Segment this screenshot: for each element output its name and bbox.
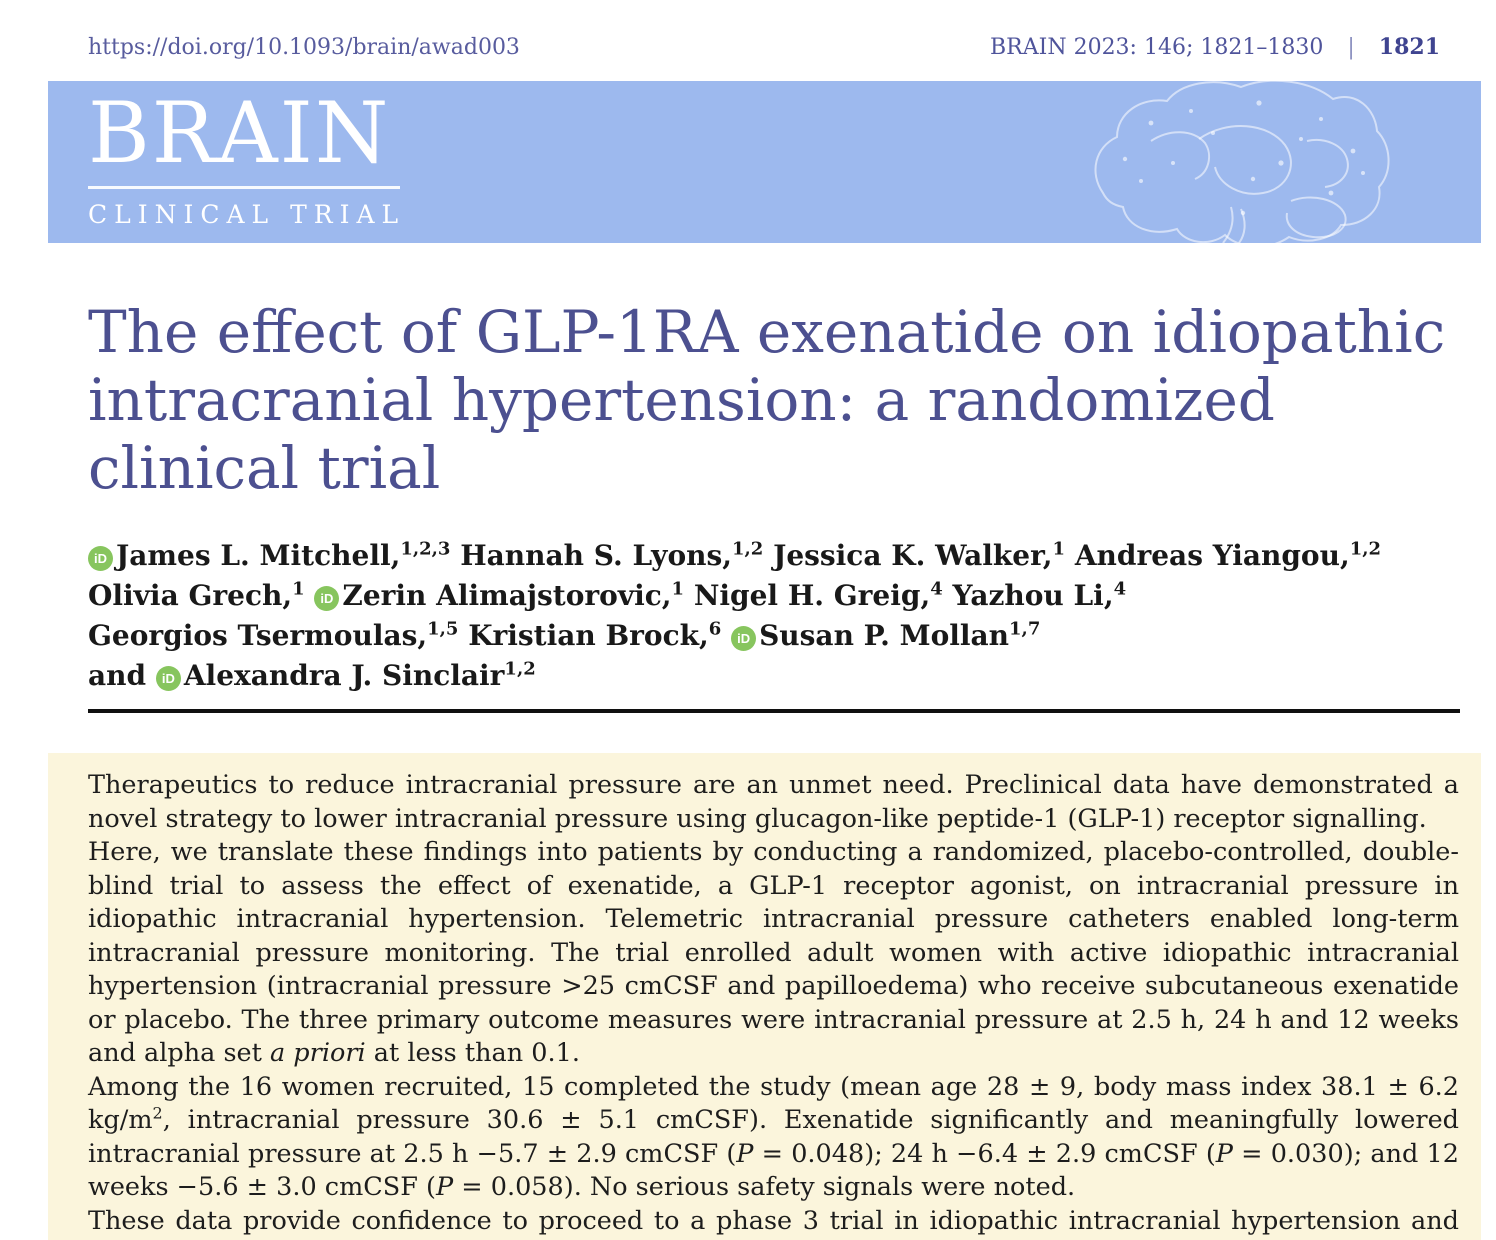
title-divider [88,709,1460,713]
brain-illustration [1094,81,1390,243]
author-name: Yazhou Li, [952,579,1114,612]
author-affiliation-superscript: 6 [708,618,722,640]
author-affiliation-superscript: 4 [930,578,943,600]
author-affiliation-superscript: 1 [671,578,685,600]
abstract-paragraph: These data provide confidence to proceed… [88,1205,1459,1240]
author-name: James L. Mitchell, [116,539,401,572]
author-affiliation-superscript: 1,7 [1009,618,1041,640]
article-title-line: clinical trial [88,434,441,502]
author-line: Georgios Tsermoulas,1,5 Kristian Brock,6… [88,616,1483,656]
author-affiliation-superscript: 4 [1113,578,1127,600]
author-name: Olivia Grech, [88,579,293,612]
orcid-icon[interactable]: iD [88,546,113,571]
author-name: Kristian Brock, [468,619,709,652]
abstract-paragraph: Therapeutics to reduce intracranial pres… [88,770,1459,834]
journal-logo: BRAIN CLINICAL TRIAL [88,85,405,229]
author-name: Alexandra J. Sinclair [183,659,505,692]
author-name: Zerin Alimajstorovic, [342,579,672,612]
logo-divider [88,186,400,189]
abstract-paragraph: Among the 16 women recruited, 15 complet… [88,1071,1459,1203]
author-line: and iD Alexandra J. Sinclair1,2 [88,656,1483,696]
author-affiliation-superscript: 1,2 [732,538,764,560]
journal-banner: BRAIN CLINICAL TRIAL [48,81,1481,243]
header-separator: | [1347,35,1355,60]
author-name: Andreas Yiangou, [1074,539,1350,572]
abstract-text: Therapeutics to reduce intracranial pres… [88,769,1459,1240]
author-name: Jessica K. Walker, [773,539,1053,572]
author-affiliation-superscript: 1,5 [427,618,459,640]
author-name: Nigel H. Greig, [693,579,931,612]
orcid-icon[interactable]: iD [731,626,757,651]
author-affiliation-superscript: 1 [292,578,305,600]
article-type-label: CLINICAL TRIAL [88,200,406,229]
author-name: Hannah S. Lyons, [460,539,732,572]
author-line: Olivia Grech,1 iD Zerin Alimajstorovic,1 … [88,576,1483,616]
author-list: iD James L. Mitchell,1,2,3 Hannah S. Lyon… [88,536,1483,696]
orcid-icon[interactable]: iD [155,666,181,691]
author-name: Georgios Tsermoulas, [88,619,428,652]
article-title: The effect of GLP-1RA exenatide on idiop… [88,298,1478,502]
author-prefix: and [88,659,156,692]
author-affiliation-superscript: 1,2,3 [400,538,451,560]
journal-citation: BRAIN 2023: 146; 1821–1830 [990,35,1324,60]
journal-name: BRAIN [88,84,391,182]
abstract-paragraph: Here, we translate these findings into p… [88,837,1459,1068]
article-title-line: The effect of GLP-1RA exenatide on idiop… [88,298,1446,366]
orcid-icon[interactable]: iD [314,586,340,611]
author-affiliation-superscript: 1 [1052,538,1066,560]
author-line: iD James L. Mitchell,1,2,3 Hannah S. Lyon… [88,536,1483,576]
abstract-section: Therapeutics to reduce intracranial pres… [48,753,1481,1240]
author-name: Susan P. Mollan [759,619,1010,652]
author-affiliation-superscript: 1,2 [1349,538,1382,560]
header-citation-block: BRAIN 2023: 146; 1821–1830 | 1821 [990,34,1440,60]
author-affiliation-superscript: 1,2 [504,658,536,680]
doi-link[interactable]: https://doi.org/10.1093/brain/awad003 [88,35,520,60]
article-title-line: intracranial hypertension: a randomized [88,366,1275,434]
page-header: https://doi.org/10.1093/brain/awad003 BR… [88,34,1440,60]
page-number: 1821 [1378,34,1440,60]
